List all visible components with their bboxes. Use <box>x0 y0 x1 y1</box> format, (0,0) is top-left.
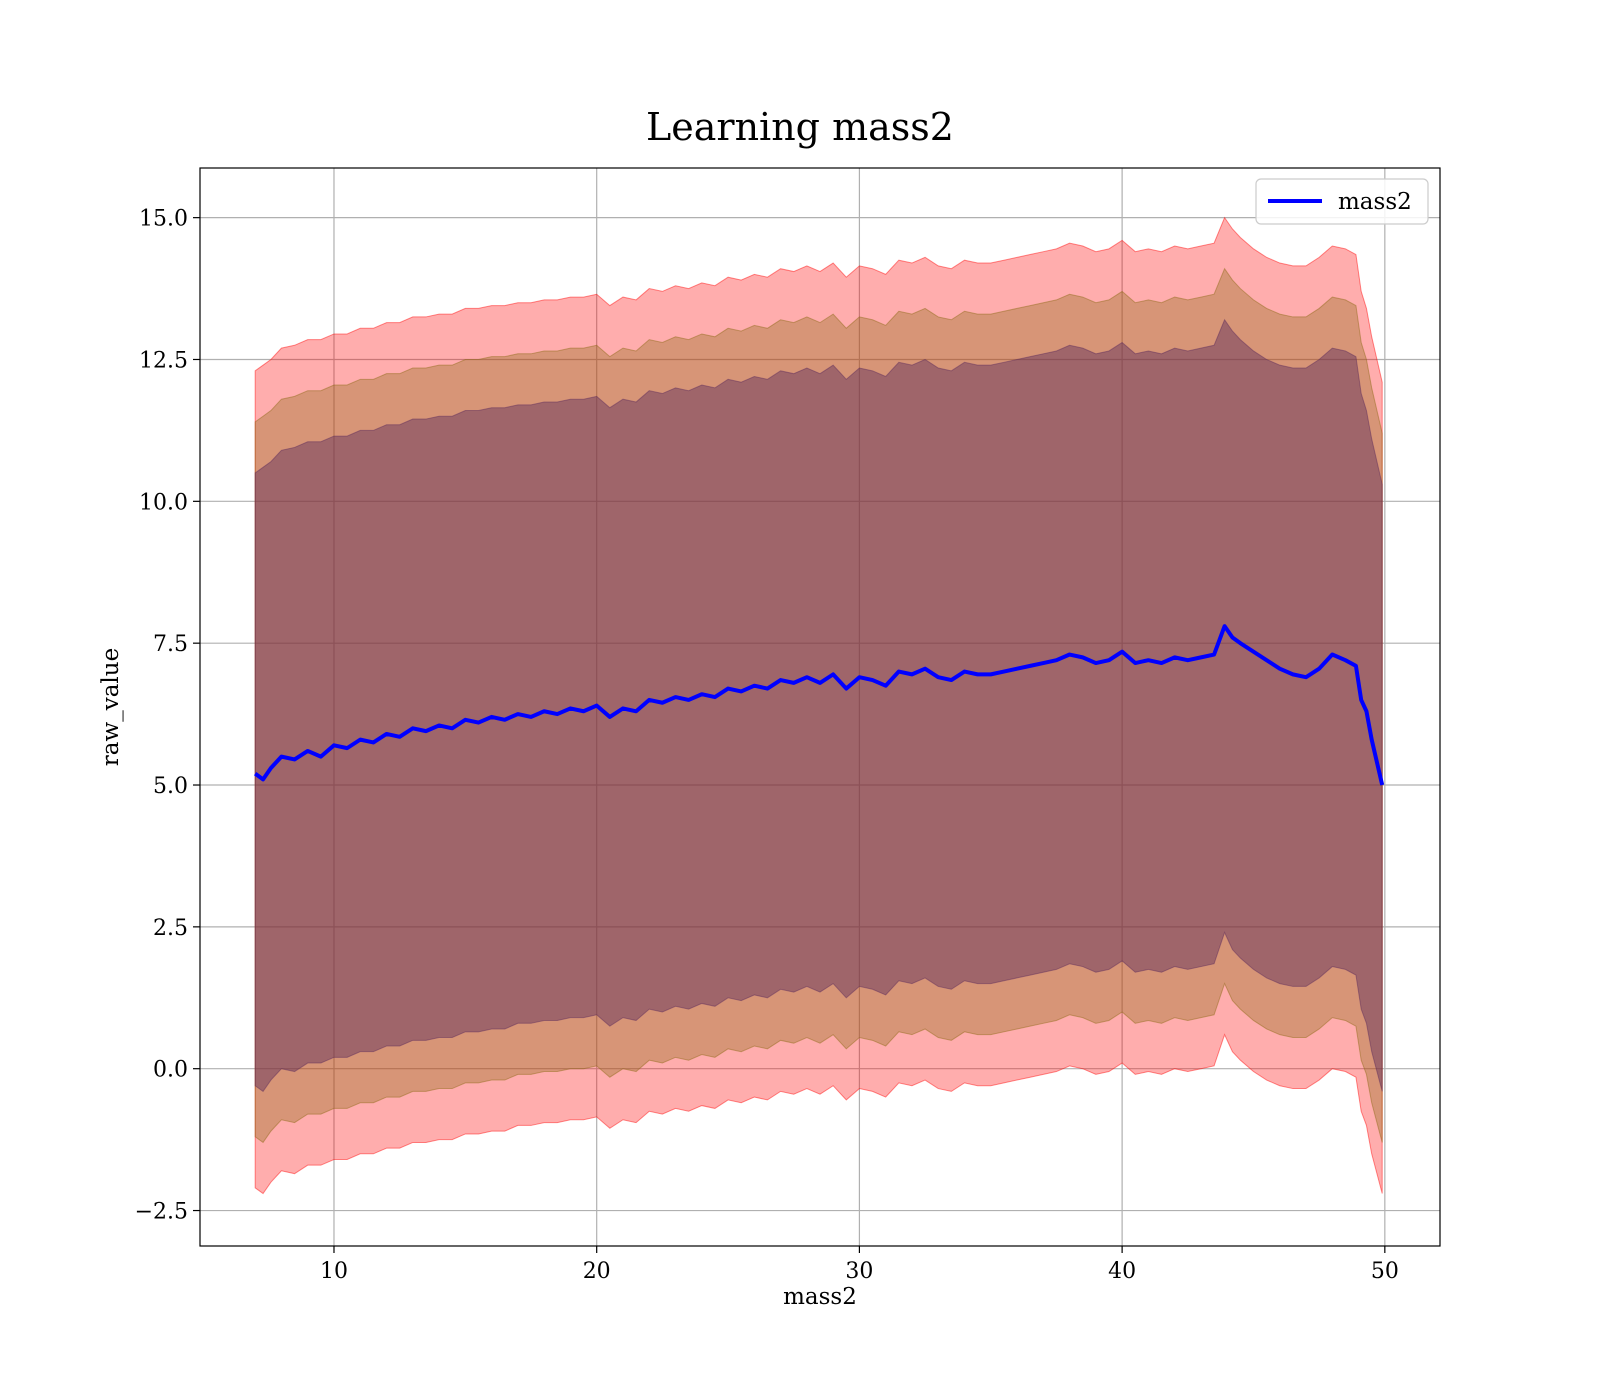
y-tick-label: −2.5 <box>135 1200 188 1225</box>
y-tick-label: 15.0 <box>139 207 188 232</box>
x-axis-label: mass2 <box>783 1284 857 1310</box>
y-tick-label: 12.5 <box>139 348 188 373</box>
uncertainty-bands <box>254 216 1383 1195</box>
y-tick-label: 0.0 <box>153 1058 188 1083</box>
series-line-mass2 <box>254 624 1385 786</box>
y-tick-label: 7.5 <box>153 632 188 657</box>
chart-title: Learning mass2 <box>646 105 954 149</box>
x-axis-ticks: 10 20 30 40 50 <box>320 1246 1399 1284</box>
band-outer <box>254 216 1383 1195</box>
band-middle <box>254 267 1383 1144</box>
y-tick-label: 10.0 <box>139 490 188 515</box>
legend: mass2 <box>1255 178 1429 225</box>
y-axis-label: raw_value <box>98 648 124 766</box>
x-tick-label: 40 <box>1108 1259 1136 1284</box>
axes-frame <box>199 167 1441 1247</box>
plot-area <box>199 167 1441 1247</box>
legend-box <box>1255 178 1429 225</box>
y-tick-label: 2.5 <box>153 916 188 941</box>
x-tick-label: 30 <box>845 1259 873 1284</box>
band-inner <box>254 318 1383 1093</box>
legend-entry-mass2: mass2 <box>1338 189 1412 215</box>
x-tick-label: 20 <box>583 1259 611 1284</box>
x-tick-label: 10 <box>320 1259 348 1284</box>
y-tick-label: 5.0 <box>153 774 188 799</box>
y-axis-ticks: −2.5 0.0 2.5 5.0 7.5 10.0 12.5 15.0 <box>135 207 200 1225</box>
x-tick-label: 50 <box>1371 1259 1399 1284</box>
series-group <box>254 624 1385 786</box>
